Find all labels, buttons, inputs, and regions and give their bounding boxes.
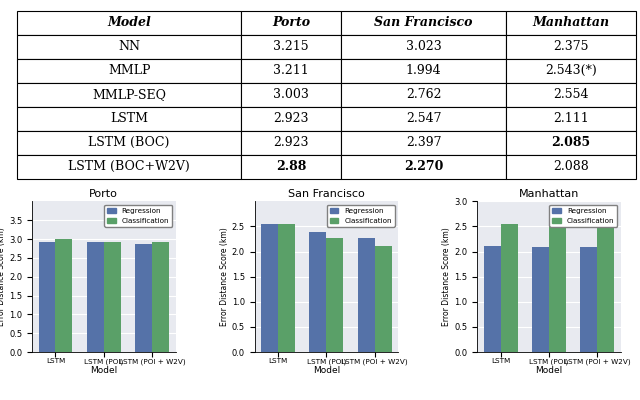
Legend: Regression, Classification: Regression, Classification <box>327 205 395 227</box>
Bar <box>532 247 549 352</box>
X-axis label: Model: Model <box>313 366 340 375</box>
Bar <box>500 224 518 352</box>
Title: Porto: Porto <box>90 189 118 199</box>
Bar <box>310 232 326 352</box>
X-axis label: Model: Model <box>536 366 563 375</box>
Bar <box>597 224 614 352</box>
Bar <box>104 242 121 352</box>
Title: Manhattan: Manhattan <box>519 189 579 199</box>
Bar <box>38 242 56 352</box>
Y-axis label: Error Distance Score (km): Error Distance Score (km) <box>442 227 451 326</box>
Legend: Regression, Classification: Regression, Classification <box>104 205 172 227</box>
Bar <box>87 242 104 352</box>
Legend: Regression, Classification: Regression, Classification <box>550 205 617 227</box>
Bar <box>549 224 566 352</box>
Bar <box>580 247 597 352</box>
Bar <box>135 244 152 352</box>
Bar <box>375 246 392 352</box>
Bar <box>358 238 375 352</box>
Bar <box>484 246 500 352</box>
Bar <box>278 224 295 352</box>
Y-axis label: Error Distance Score (km): Error Distance Score (km) <box>0 227 6 326</box>
X-axis label: Model: Model <box>90 366 117 375</box>
Y-axis label: Error Distance Score (km): Error Distance Score (km) <box>220 227 229 326</box>
Bar <box>326 238 343 352</box>
Title: San Francisco: San Francisco <box>288 189 365 199</box>
Bar <box>152 242 169 352</box>
Bar <box>261 224 278 352</box>
Bar <box>56 239 72 352</box>
